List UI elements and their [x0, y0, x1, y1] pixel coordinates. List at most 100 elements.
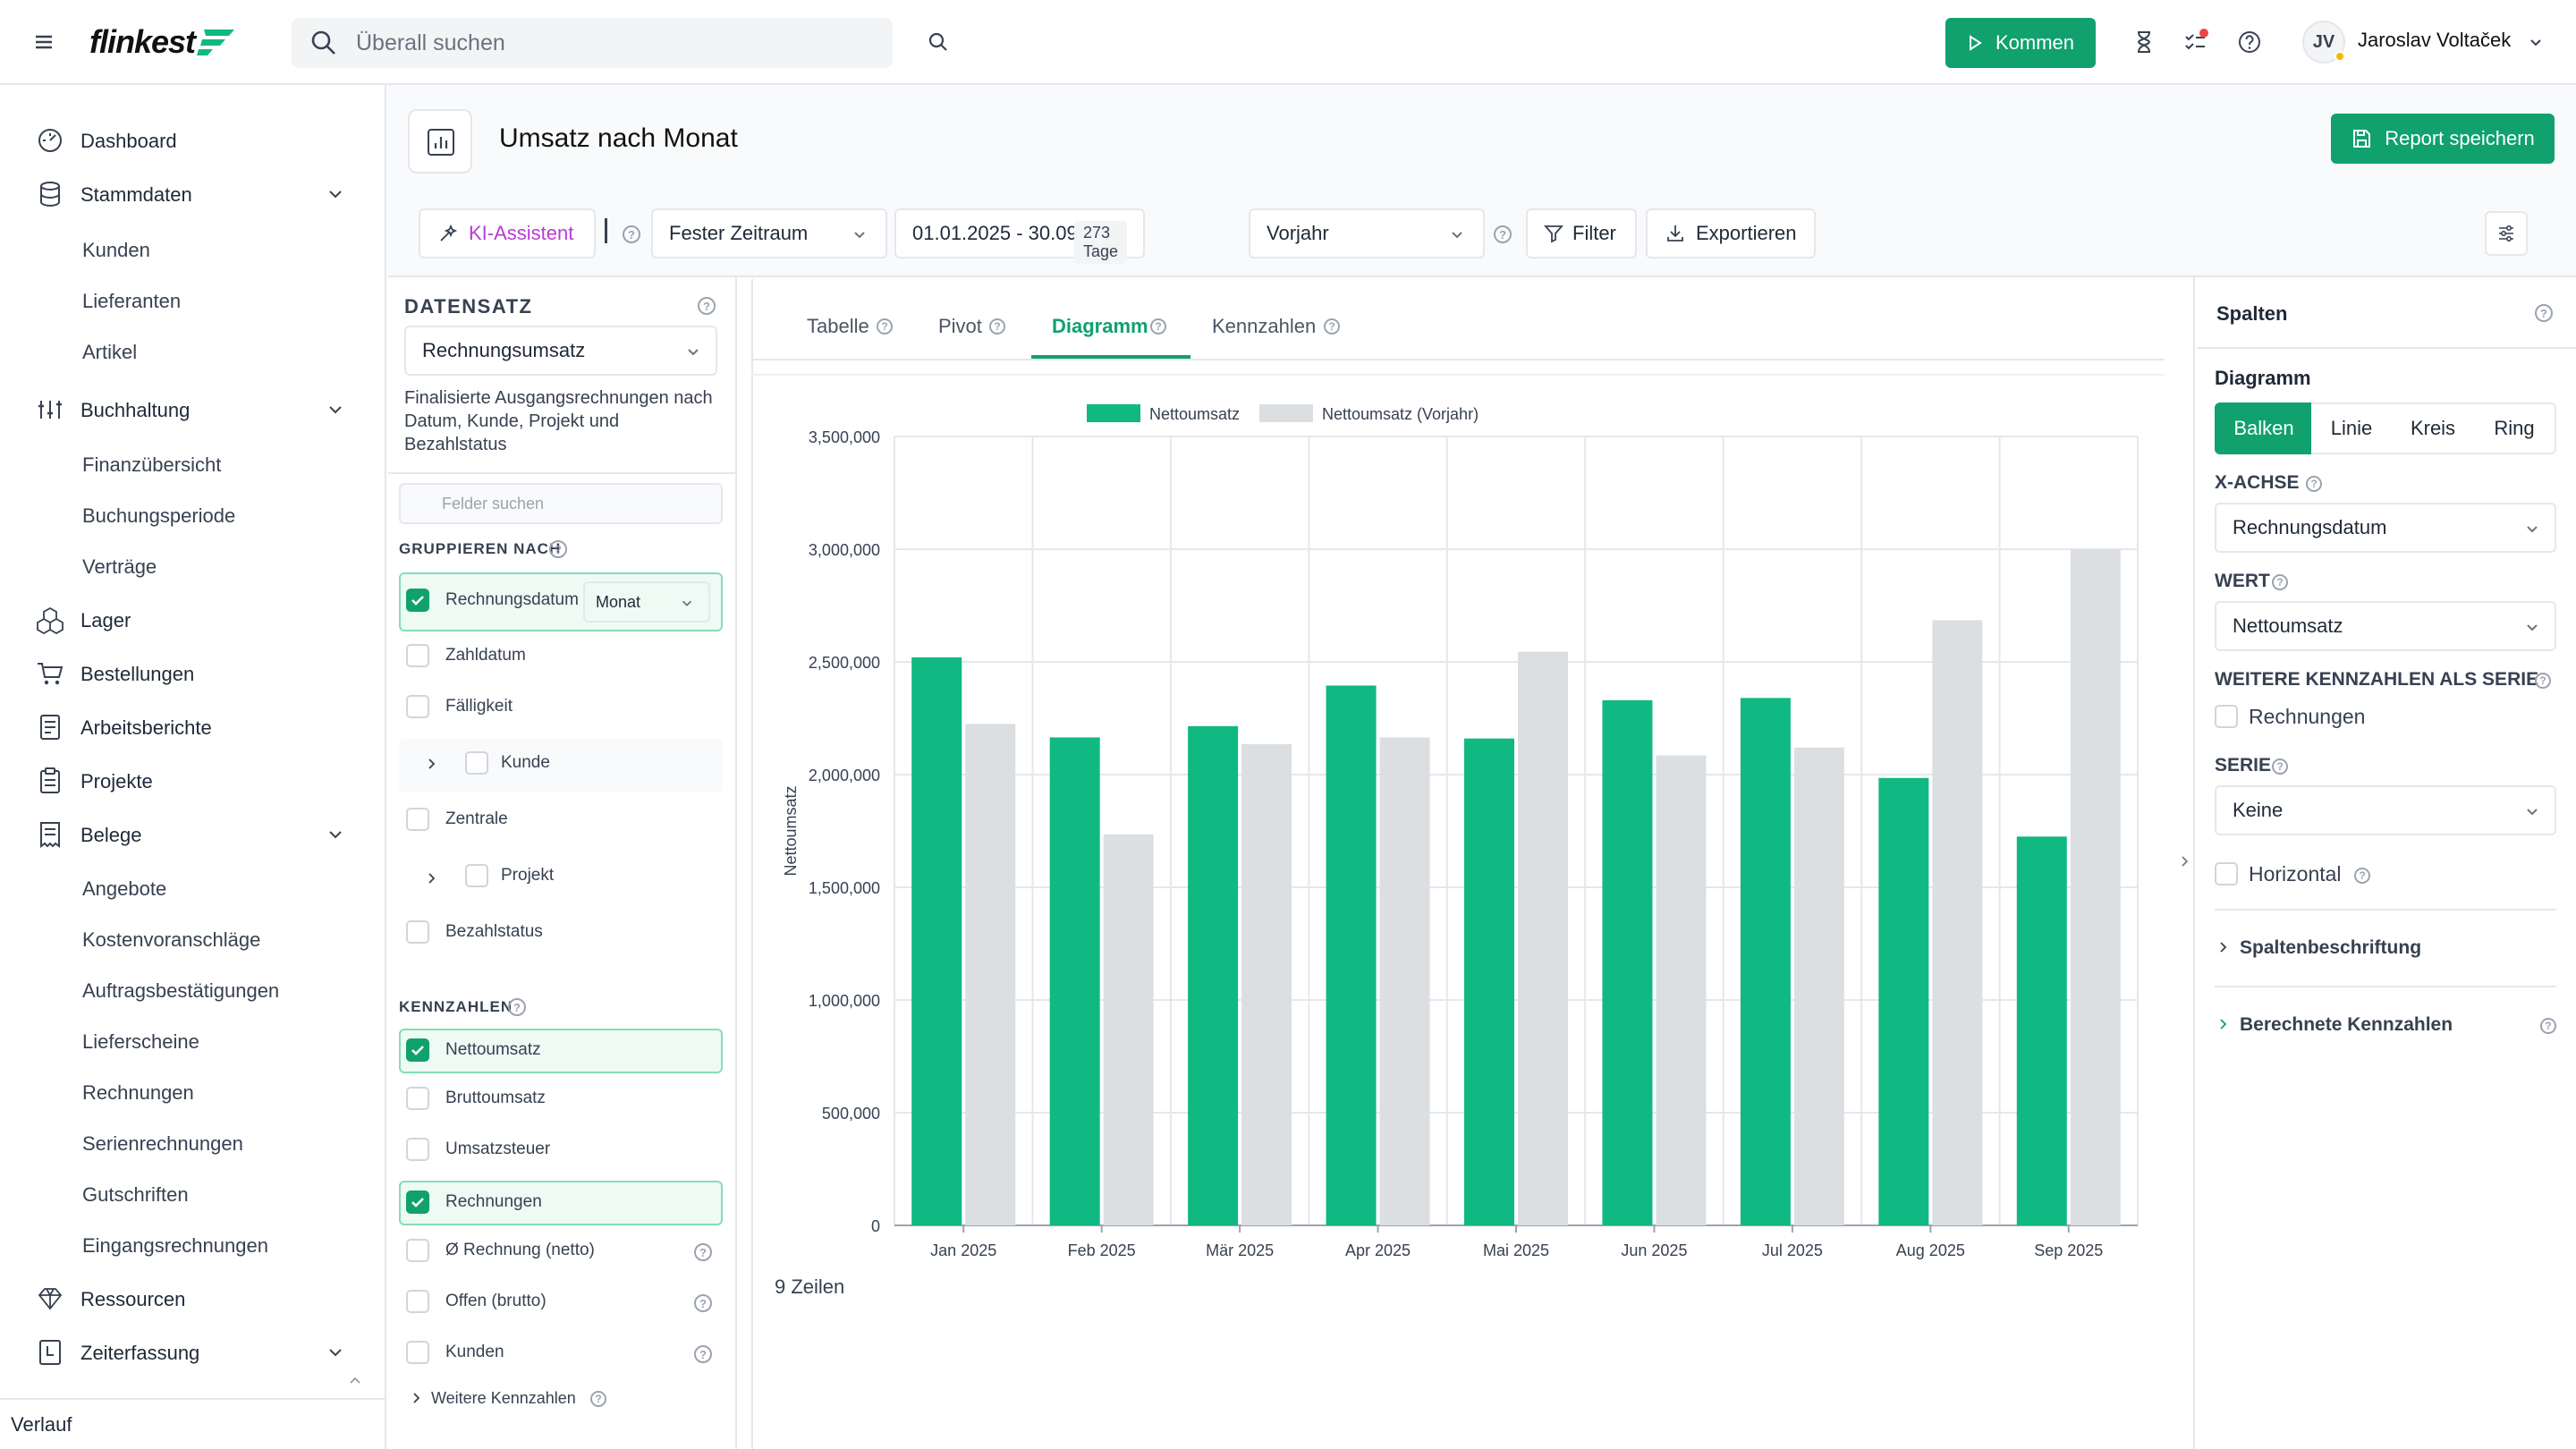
status-dot [2334, 51, 2345, 62]
help-icon[interactable]: ? [694, 1243, 712, 1261]
page-title: Umsatz nach Monat [499, 123, 738, 153]
save-report-label: Report speichern [2385, 127, 2535, 149]
chart-type-ring[interactable]: Ring [2474, 402, 2556, 454]
help-icon[interactable]: ? [1494, 225, 1512, 243]
menu-icon[interactable] [34, 32, 54, 52]
checkbox-bruttoumsatz[interactable] [406, 1087, 429, 1110]
scroll-fade [399, 968, 723, 989]
serie-select[interactable]: Keine [2215, 785, 2556, 835]
help-icon[interactable]: ? [2306, 476, 2322, 492]
export-button[interactable]: Exportieren [1646, 208, 1816, 258]
xaxis-select[interactable]: Rechnungsdatum [2215, 503, 2556, 553]
save-report-button[interactable]: Report speichern [2331, 114, 2555, 164]
checkbox-kunden[interactable] [406, 1341, 429, 1364]
metric-nettoumsatz[interactable] [399, 1029, 723, 1073]
checkbox-offen[interactable] [406, 1290, 429, 1313]
chevron-right-icon[interactable] [2216, 941, 2229, 953]
help-icon[interactable]: ? [1150, 318, 1166, 335]
checkbox-faelligkeit[interactable] [406, 695, 429, 718]
chevron-right-icon[interactable] [424, 871, 438, 886]
chevron-down-icon [2527, 624, 2538, 631]
search-submit-icon[interactable] [927, 30, 950, 54]
checkbox-kunde[interactable] [465, 751, 488, 775]
column-labels-section[interactable]: Spaltenbeschriftung [2240, 937, 2422, 958]
help-icon[interactable]: ? [694, 1294, 712, 1312]
help-icon[interactable] [2236, 29, 2263, 55]
help-icon[interactable]: ? [2354, 868, 2370, 884]
chevron-right-icon[interactable] [2216, 1018, 2229, 1030]
chart-type-linie[interactable]: Linie [2311, 402, 2394, 454]
database-icon [40, 182, 60, 208]
filter-button[interactable]: Filter [1526, 208, 1637, 258]
help-icon[interactable]: ? [590, 1391, 606, 1407]
kommen-button[interactable]: Kommen [1945, 18, 2096, 68]
help-icon[interactable]: ? [2535, 673, 2551, 689]
help-icon[interactable]: ? [2535, 304, 2553, 322]
chevron-right-icon[interactable] [424, 757, 438, 771]
avatar[interactable]: JV [2302, 21, 2345, 64]
user-name[interactable]: Jaroslav Voltaček [2358, 29, 2512, 51]
help-icon[interactable]: ? [989, 318, 1005, 335]
field-search-input[interactable]: Felder suchen [399, 483, 723, 524]
checkbox-bezahlstatus[interactable] [406, 920, 429, 944]
report-icon [40, 715, 60, 740]
ai-assistant-button[interactable]: KI-Assistent [419, 208, 596, 258]
checkbox-nettoumsatz[interactable] [406, 1038, 429, 1062]
compare-select[interactable]: Vorjahr [1249, 208, 1485, 258]
checkbox-zentrale[interactable] [406, 808, 429, 831]
history-link[interactable]: Verlauf [11, 1413, 72, 1436]
more-metrics-link[interactable]: Weitere Kennzahlen [431, 1389, 576, 1407]
chart-type-kreis[interactable]: Kreis [2392, 402, 2476, 454]
tab-tabelle[interactable]: Tabelle [807, 315, 869, 338]
tab-diagramm[interactable]: Diagramm [1052, 315, 1148, 338]
scroll-up-icon[interactable] [347, 1374, 363, 1386]
help-icon[interactable]: ? [1324, 318, 1340, 335]
chevron-right-icon[interactable] [410, 1392, 422, 1404]
app-logo[interactable]: flinkest [89, 20, 236, 64]
checkbox-series-rechnungen[interactable] [2215, 705, 2238, 728]
chevron-down-icon [329, 831, 342, 839]
chart-type-balken[interactable]: Balken [2215, 402, 2313, 454]
checkbox-rechnungsdatum[interactable] [406, 589, 429, 612]
help-icon[interactable]: ? [877, 318, 893, 335]
tab-pivot[interactable]: Pivot [938, 315, 982, 338]
help-icon[interactable]: ? [549, 540, 567, 558]
layout-settings-button[interactable] [2485, 211, 2528, 256]
period-type-select[interactable]: Fester Zeitraum [651, 208, 887, 258]
serie-heading: SERIE [2215, 755, 2272, 775]
help-icon[interactable]: ? [694, 1345, 712, 1363]
checkbox-zahldatum[interactable] [406, 644, 429, 667]
sidebar-item-label: Serienrechnungen [82, 1132, 243, 1155]
series-rechnungen-label: Rechnungen [2249, 705, 2366, 728]
checkbox-horizontal[interactable] [2215, 862, 2238, 886]
search-input[interactable]: Überall suchen [356, 30, 505, 55]
sidebar-divider [0, 1398, 386, 1400]
sidebar-item-label: Buchhaltung [80, 399, 191, 421]
calculated-metrics-section[interactable]: Berechnete Kennzahlen [2240, 1014, 2453, 1035]
date-range-field[interactable]: 01.01.2025 - 30.09.2... 273 Tage [894, 208, 1145, 264]
days-badge: 273 Tage [1073, 221, 1127, 264]
metric-rechnungen[interactable] [399, 1181, 723, 1225]
checkbox-avg-rechnung[interactable] [406, 1239, 429, 1262]
dataset-select[interactable]: Rechnungsumsatz [404, 326, 717, 376]
global-search[interactable]: Überall suchen [292, 18, 893, 68]
group-field-kunde-row[interactable] [399, 739, 723, 792]
help-icon[interactable]: ? [2540, 1018, 2556, 1034]
tasks-icon[interactable] [2182, 29, 2209, 55]
checkbox-umsatzsteuer[interactable] [406, 1138, 429, 1161]
help-icon[interactable]: ? [698, 297, 716, 315]
help-icon[interactable]: ? [623, 225, 640, 243]
check-icon [411, 596, 424, 606]
value-select[interactable]: Nettoumsatz [2215, 601, 2556, 651]
tab-kennzahlen[interactable]: Kennzahlen [1212, 315, 1316, 338]
hourglass-icon[interactable] [2131, 29, 2157, 55]
granularity-select[interactable]: Monat [583, 581, 710, 623]
help-icon[interactable]: ? [2272, 758, 2288, 775]
help-icon[interactable]: ? [508, 998, 526, 1016]
checkbox-rechnungen[interactable] [406, 1191, 429, 1214]
help-icon[interactable]: ? [2272, 574, 2288, 590]
collapse-panel-icon[interactable] [2179, 853, 2191, 869]
checkbox-projekt[interactable] [465, 864, 488, 887]
metric-label: Nettoumsatz [445, 1040, 541, 1059]
chevron-down-icon[interactable] [2528, 34, 2544, 50]
